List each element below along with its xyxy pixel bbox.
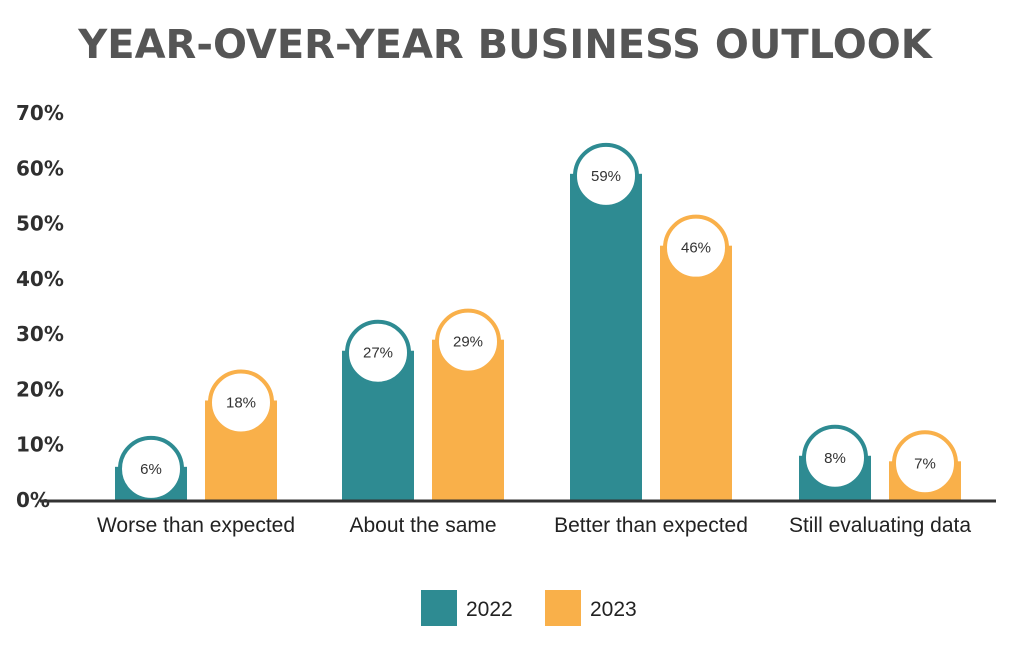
legend-label-2022: 2022 — [466, 598, 513, 621]
y-tick-label: 40% — [16, 267, 64, 291]
bars-group: 6% 27% 59% 8% 18% 29% 46% 7% — [115, 142, 961, 502]
chart-title: YEAR-OVER-YEAR BUSINESS OUTLOOK — [77, 22, 933, 68]
data-label-bubble — [208, 369, 274, 436]
y-tick-label: 10% — [16, 433, 64, 457]
data-label: 7% — [914, 455, 936, 472]
data-label: 29% — [453, 334, 483, 351]
y-tick-label: 20% — [16, 377, 64, 401]
legend-swatch-2023 — [545, 590, 581, 626]
data-label: 8% — [824, 450, 846, 467]
y-tick-label: 50% — [16, 212, 64, 236]
y-tick-label: 70% — [16, 101, 64, 125]
x-axis: Worse than expected About the same Better … — [97, 514, 971, 537]
legend-label-2023: 2023 — [590, 598, 637, 621]
data-label-bubble — [802, 424, 868, 491]
data-label: 46% — [681, 240, 711, 257]
data-label-bubble — [663, 214, 729, 281]
data-label-bubble — [345, 319, 411, 386]
legend-swatch-2022 — [421, 590, 457, 626]
data-label: 18% — [226, 394, 256, 411]
data-label-bubble — [573, 142, 639, 209]
bar-2022-2 — [570, 173, 642, 501]
data-label-bubble — [435, 308, 501, 375]
y-tick-label: 30% — [16, 322, 64, 346]
data-label: 6% — [140, 461, 162, 478]
x-tick-label: Worse than expected — [97, 514, 295, 537]
data-label: 27% — [363, 345, 393, 362]
y-axis: 0%10%20%30%40%50%60%70% — [16, 101, 64, 512]
data-label-bubble — [892, 430, 958, 497]
x-tick-label: Still evaluating data — [789, 514, 971, 537]
data-label: 59% — [591, 168, 621, 185]
x-tick-label: About the same — [349, 514, 496, 537]
legend: 2022 2023 — [421, 590, 637, 626]
y-tick-label: 60% — [16, 156, 64, 180]
x-tick-label: Better than expected — [554, 514, 748, 537]
bar-2023-2 — [660, 245, 732, 500]
